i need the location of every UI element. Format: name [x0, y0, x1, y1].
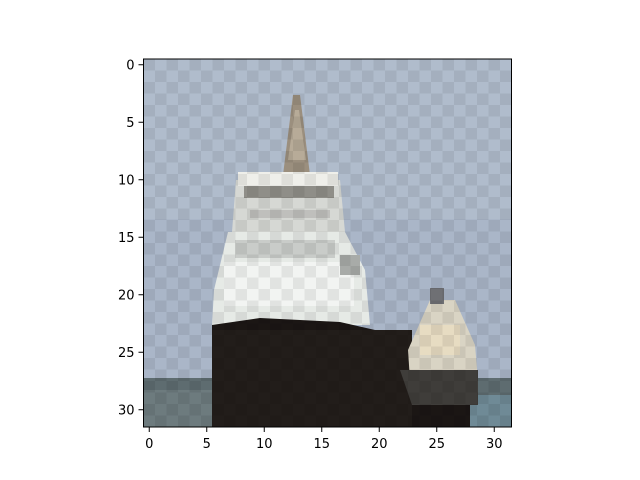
y-tick-label: 0	[126, 58, 134, 73]
x-tick-label: 30	[486, 437, 503, 452]
x-tick-label: 0	[145, 437, 153, 452]
y-tick-label: 20	[118, 288, 135, 303]
x-tick-label: 15	[313, 437, 330, 452]
y-tick-label: 5	[126, 116, 134, 131]
x-tick-label: 5	[203, 437, 211, 452]
y-tick-label: 30	[118, 403, 135, 418]
x-tick-label: 25	[428, 437, 445, 452]
y-tick-label: 15	[118, 231, 135, 246]
y-tick-label: 25	[118, 346, 135, 361]
y-tick-label: 10	[118, 173, 135, 188]
x-tick-label: 10	[256, 437, 273, 452]
x-tick-label: 20	[371, 437, 388, 452]
axes-frame	[143, 58, 512, 428]
x-axis: 0 5 10 15 20 25 30	[145, 427, 503, 452]
y-axis: 0 5 10 15 20 25 30	[118, 58, 144, 418]
